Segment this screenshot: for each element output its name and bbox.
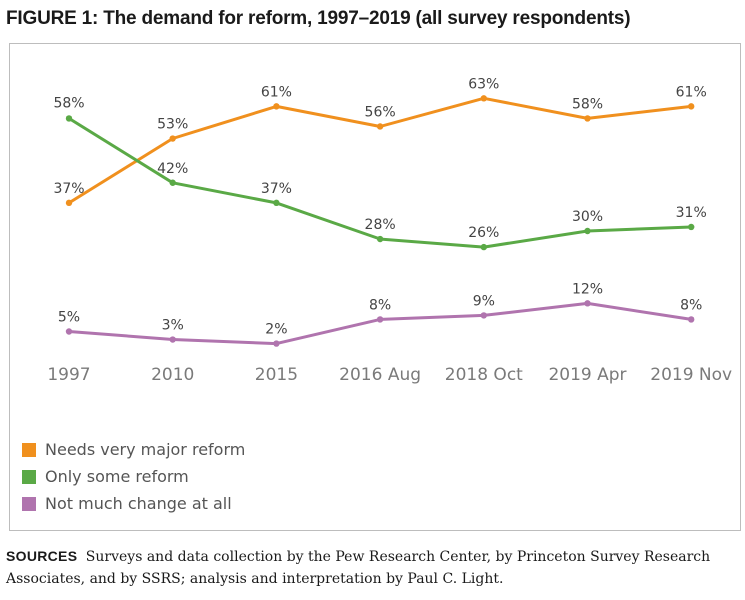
x-tick-label: 1997 bbox=[47, 365, 90, 385]
data-label-only-some-reform: 26% bbox=[468, 225, 499, 241]
data-label-not-much-change-at-all: 12% bbox=[572, 281, 603, 297]
data-label-not-much-change-at-all: 3% bbox=[162, 318, 184, 334]
x-tick-label: 2015 bbox=[255, 365, 298, 385]
data-point-not-much-change-at-all bbox=[480, 312, 487, 319]
data-label-only-some-reform: 42% bbox=[157, 161, 188, 177]
data-label-needs-very-major-reform: 61% bbox=[676, 84, 707, 100]
data-label-only-some-reform: 30% bbox=[572, 209, 603, 225]
x-tick-label: 2019 Apr bbox=[548, 365, 626, 385]
legend-item-only-some-reform: Only some reform bbox=[22, 463, 245, 490]
data-point-needs-very-major-reform bbox=[584, 115, 591, 122]
data-label-only-some-reform: 58% bbox=[53, 95, 84, 111]
data-point-needs-very-major-reform bbox=[273, 103, 280, 110]
legend-item-needs-very-major-reform: Needs very major reform bbox=[22, 436, 245, 463]
sources-note: SOURCES Surveys and data collection by t… bbox=[6, 545, 736, 590]
data-point-only-some-reform bbox=[273, 199, 280, 207]
x-tick-label: 2010 bbox=[151, 365, 194, 385]
data-point-only-some-reform bbox=[584, 227, 591, 235]
data-label-not-much-change-at-all: 5% bbox=[58, 310, 80, 326]
data-point-only-some-reform bbox=[65, 115, 73, 122]
data-point-not-much-change-at-all bbox=[688, 316, 695, 323]
x-tick-label: 2018 Oct bbox=[445, 365, 523, 385]
legend-swatch bbox=[22, 469, 36, 484]
data-label-needs-very-major-reform: 37% bbox=[53, 181, 84, 197]
chart-legend: Needs very major reform Only some reform N… bbox=[22, 436, 245, 517]
data-label-only-some-reform: 37% bbox=[261, 181, 292, 197]
sources-label: SOURCES bbox=[6, 548, 78, 564]
x-tick-label: 2016 Aug bbox=[339, 365, 421, 385]
legend-label: Needs very major reform bbox=[45, 440, 246, 459]
data-point-not-much-change-at-all bbox=[273, 340, 280, 347]
data-point-needs-very-major-reform bbox=[169, 135, 176, 142]
data-point-not-much-change-at-all bbox=[169, 336, 176, 343]
data-point-not-much-change-at-all bbox=[376, 316, 384, 323]
chart-frame bbox=[9, 43, 741, 531]
data-label-not-much-change-at-all: 8% bbox=[369, 297, 391, 313]
figure-title: FIGURE 1: The demand for reform, 1997–20… bbox=[6, 8, 631, 29]
data-label-needs-very-major-reform: 61% bbox=[261, 84, 292, 100]
legend-swatch bbox=[22, 496, 36, 511]
data-label-only-some-reform: 31% bbox=[676, 205, 707, 221]
legend-label: Only some reform bbox=[45, 467, 189, 486]
data-point-only-some-reform bbox=[688, 223, 695, 231]
x-tick-label: 2019 Nov bbox=[650, 365, 732, 385]
sources-text: Surveys and data collection by the Pew R… bbox=[6, 549, 711, 587]
legend-label: Not much change at all bbox=[45, 494, 232, 513]
data-point-needs-very-major-reform bbox=[688, 103, 695, 110]
data-label-not-much-change-at-all: 2% bbox=[265, 322, 287, 338]
data-label-needs-very-major-reform: 56% bbox=[365, 104, 396, 120]
data-point-needs-very-major-reform bbox=[376, 123, 384, 130]
data-point-only-some-reform bbox=[480, 243, 487, 251]
data-label-needs-very-major-reform: 53% bbox=[157, 117, 188, 133]
data-label-needs-very-major-reform: 63% bbox=[468, 76, 499, 92]
data-label-needs-very-major-reform: 58% bbox=[572, 96, 603, 112]
data-point-not-much-change-at-all bbox=[65, 328, 73, 335]
data-point-only-some-reform bbox=[376, 235, 384, 243]
data-point-only-some-reform bbox=[169, 179, 176, 186]
legend-item-not-much-change-at-all: Not much change at all bbox=[22, 490, 245, 517]
data-label-only-some-reform: 28% bbox=[365, 217, 396, 233]
data-label-not-much-change-at-all: 9% bbox=[473, 293, 495, 309]
data-label-not-much-change-at-all: 8% bbox=[680, 297, 702, 313]
data-point-needs-very-major-reform bbox=[65, 199, 73, 207]
data-point-needs-very-major-reform bbox=[480, 95, 487, 102]
data-point-not-much-change-at-all bbox=[584, 300, 591, 307]
legend-swatch bbox=[22, 442, 36, 457]
